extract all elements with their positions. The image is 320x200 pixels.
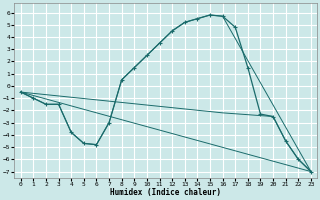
X-axis label: Humidex (Indice chaleur): Humidex (Indice chaleur): [110, 188, 221, 197]
